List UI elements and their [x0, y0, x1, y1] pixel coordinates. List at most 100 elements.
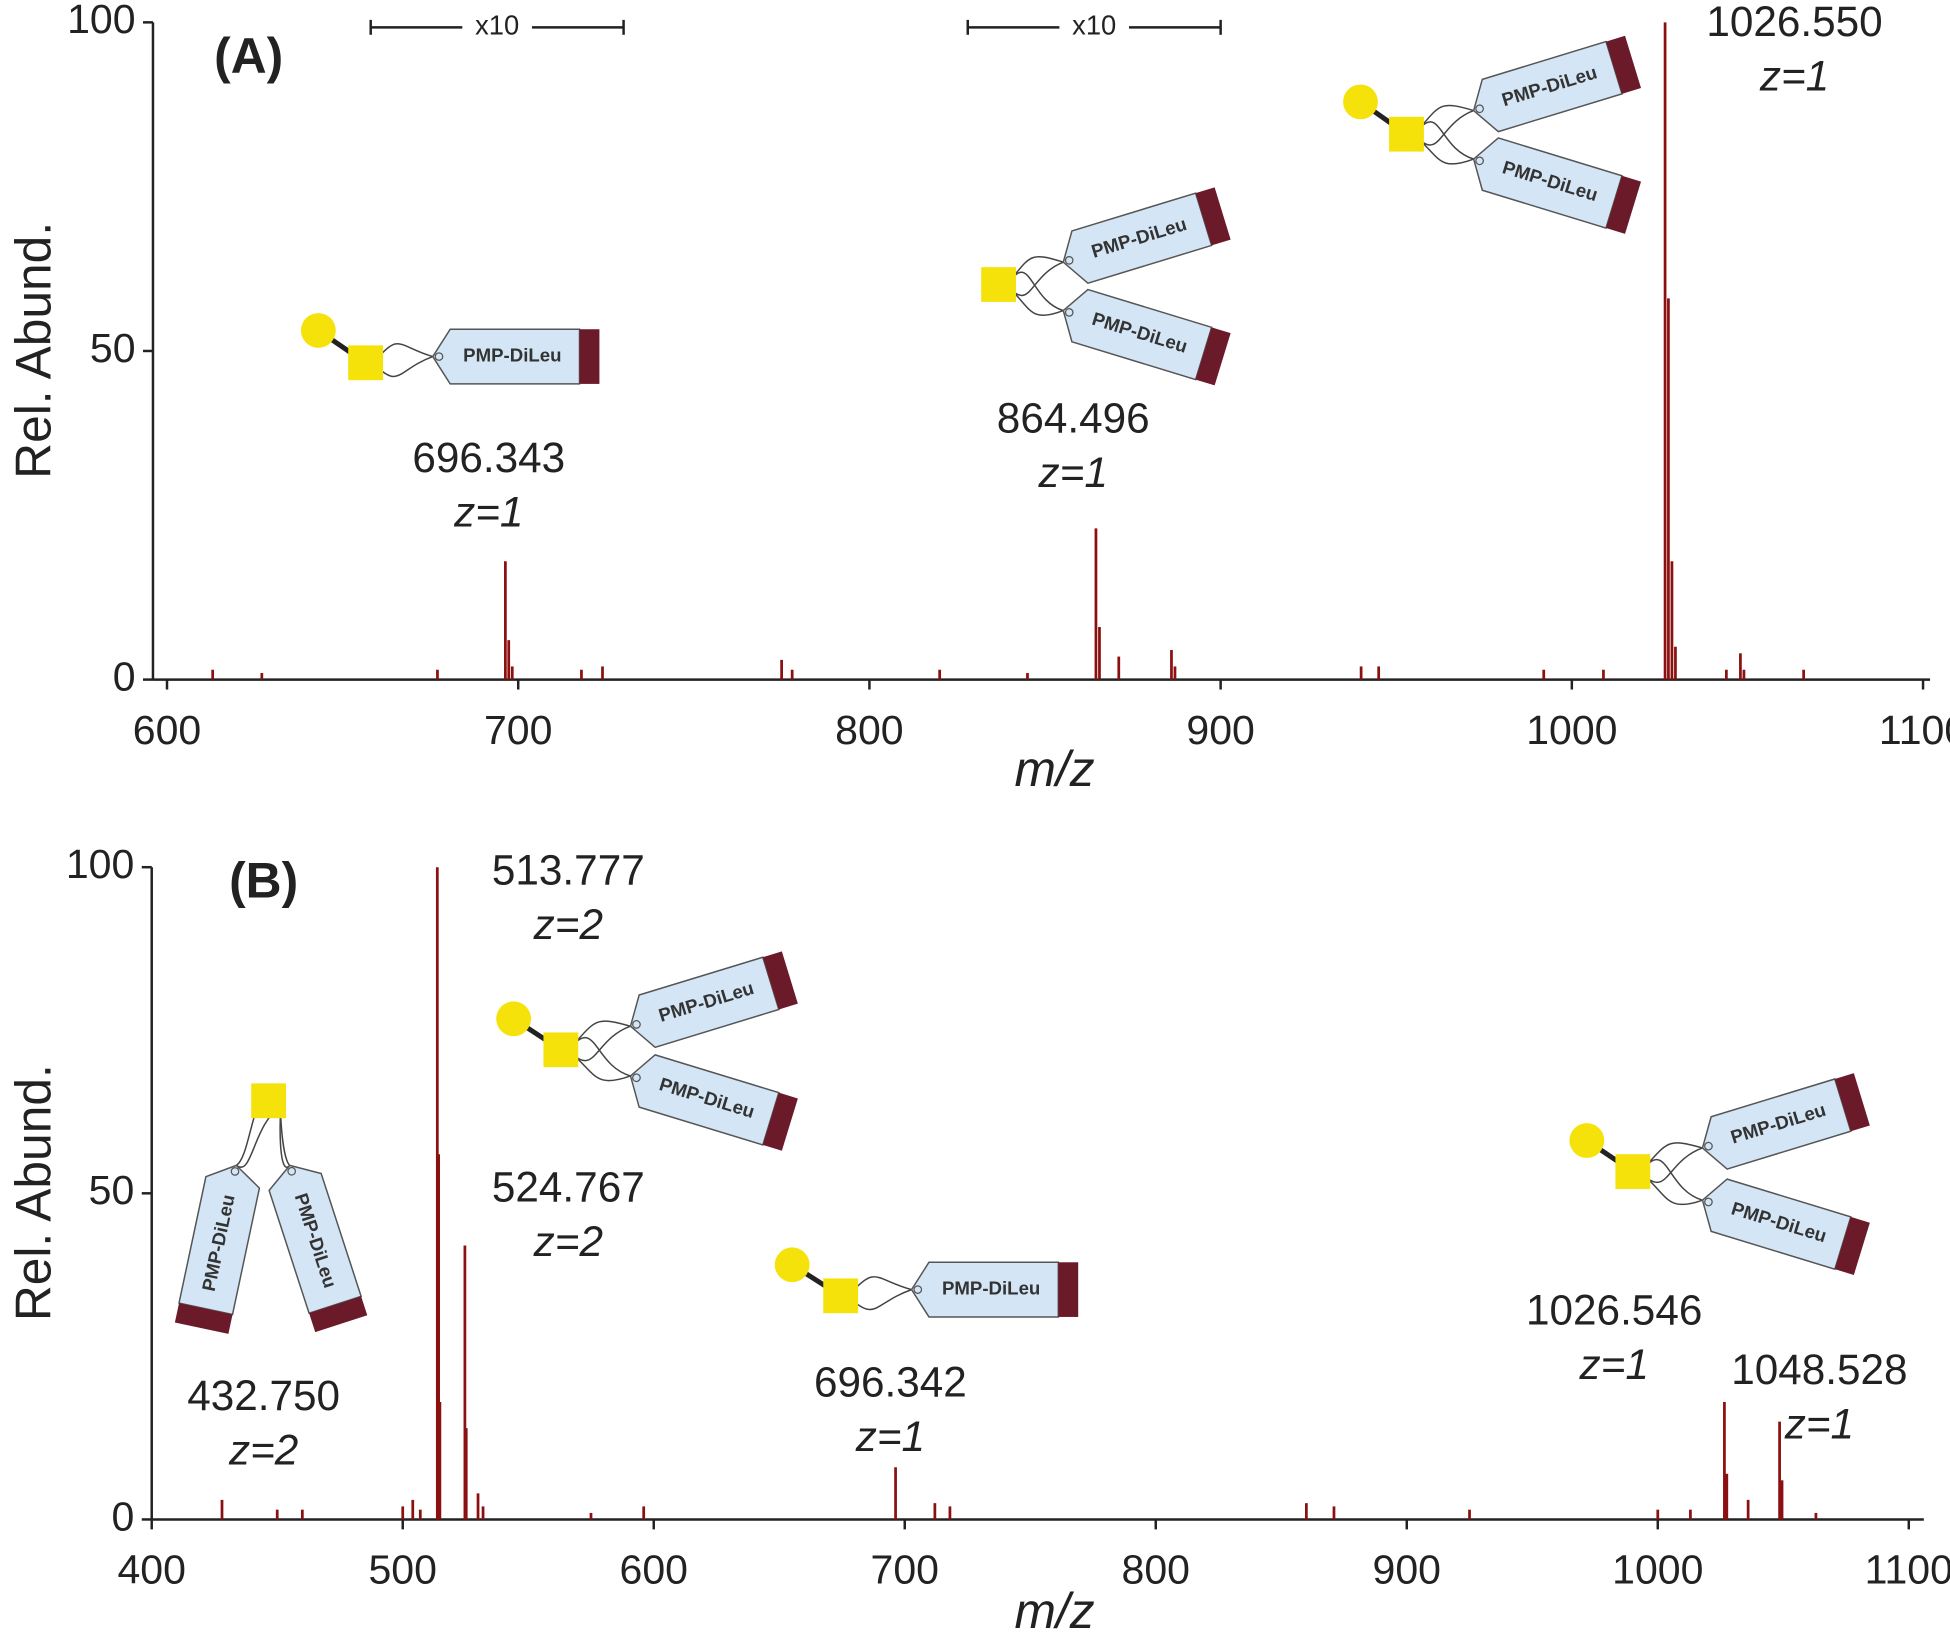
tag-end — [1834, 1216, 1870, 1275]
x-tick-label: 900 — [1373, 1547, 1441, 1593]
peak-label: 513.777 — [492, 847, 645, 894]
x-tick-label: 400 — [117, 1547, 185, 1593]
linker — [572, 1054, 631, 1082]
galactose — [774, 1247, 810, 1283]
tag-end — [1834, 1073, 1870, 1132]
charge-label: z=1 — [453, 489, 523, 536]
tag-end — [1058, 1262, 1079, 1317]
hexnac — [1615, 1154, 1651, 1189]
tag-end — [762, 1092, 798, 1151]
panel-label: (B) — [229, 853, 298, 909]
charge-label: z=2 — [533, 1218, 603, 1265]
peak-label: 696.342 — [814, 1358, 967, 1405]
linker — [1644, 1158, 1703, 1201]
linker — [1418, 104, 1474, 130]
linker — [572, 1020, 631, 1046]
tag-label: PMP-DiLeu — [463, 344, 561, 365]
galactose — [1343, 84, 1378, 120]
y-tick-label: 0 — [113, 653, 136, 699]
x-tick-label: 800 — [1122, 1547, 1190, 1593]
tag-hole — [913, 1285, 923, 1294]
tag-body — [629, 1054, 780, 1146]
x-axis-label: m/z — [1015, 741, 1095, 797]
tag-hole — [230, 1167, 240, 1176]
linker — [1644, 1147, 1703, 1184]
tag-end — [1605, 35, 1642, 94]
x-tick-label: 700 — [484, 707, 552, 753]
y-tick-label: 100 — [66, 841, 134, 887]
x-tick-label: 600 — [620, 1547, 688, 1593]
x-tick-label: 700 — [871, 1547, 939, 1593]
peak-label: 1026.546 — [1526, 1286, 1702, 1333]
tag-hole — [1064, 308, 1074, 317]
linker — [377, 355, 434, 378]
x-axis-label: m/z — [1015, 1583, 1095, 1639]
peak-label: 1048.528 — [1731, 1346, 1907, 1393]
tag-body — [1062, 288, 1213, 381]
tag-end — [1605, 175, 1642, 234]
tag-end — [309, 1296, 368, 1333]
charge-label: z=1 — [1038, 449, 1108, 496]
linker — [1010, 261, 1064, 297]
linker — [1010, 255, 1064, 281]
hexnac — [251, 1083, 287, 1119]
peak-label: 1026.550 — [1706, 0, 1882, 45]
peak-label: 864.496 — [997, 394, 1150, 441]
x-tick-label: 600 — [133, 707, 201, 753]
y-tick-label: 50 — [89, 1167, 135, 1213]
hexnac — [1389, 116, 1424, 152]
panel-label: (A) — [214, 28, 283, 84]
tag-hole — [1704, 1141, 1713, 1151]
hexnac — [348, 345, 384, 381]
x-tick-label: 1100 — [1865, 1547, 1950, 1593]
linker — [1010, 271, 1064, 312]
tag-hole — [287, 1166, 297, 1176]
tag-end — [1195, 187, 1231, 246]
linker — [572, 1025, 631, 1062]
tag-hole — [1475, 156, 1484, 166]
linker — [1010, 288, 1064, 316]
hexnac — [981, 267, 1017, 302]
tag-hole — [1475, 104, 1484, 114]
linker — [1418, 121, 1474, 160]
tag: PMP-DiLeu — [1062, 288, 1231, 386]
tag-label: PMP-DiLeu — [942, 1278, 1040, 1299]
galactose — [1569, 1123, 1605, 1158]
peak-label: 432.750 — [187, 1372, 340, 1419]
linker — [572, 1036, 631, 1077]
tag-body — [431, 328, 581, 385]
linker — [377, 343, 433, 359]
tag: PMP-DiLeu — [629, 951, 798, 1049]
tag-hole — [1704, 1197, 1713, 1207]
charge-label: z=1 — [1784, 1401, 1854, 1448]
x-tick-label: 500 — [369, 1547, 437, 1593]
charge-label: z=2 — [228, 1427, 298, 1474]
peak-label: 524.767 — [492, 1163, 645, 1210]
tag: PMP-DiLeu — [1472, 137, 1642, 234]
zoom-label: x10 — [475, 10, 519, 41]
x-tick-label: 1000 — [1612, 1547, 1703, 1593]
y-axis-label: Rel. Abund. — [5, 1064, 61, 1321]
y-axis-label: Rel. Abund. — [5, 222, 61, 479]
charge-label: z=2 — [533, 901, 603, 948]
tag-end — [1195, 327, 1231, 386]
y-tick-label: 0 — [111, 1493, 134, 1539]
linker — [1418, 138, 1474, 165]
hexnac — [823, 1278, 859, 1314]
tag-end — [579, 329, 600, 384]
tag-body — [1062, 192, 1213, 285]
linker — [1644, 1175, 1703, 1206]
hexnac — [543, 1032, 579, 1068]
charge-label: z=1 — [1579, 1341, 1649, 1388]
y-tick-label: 100 — [67, 0, 135, 42]
x-tick-label: 1100 — [1879, 707, 1950, 753]
x-tick-label: 1000 — [1526, 707, 1617, 753]
tag-body — [629, 956, 780, 1049]
tag: PMP-DiLeu — [431, 328, 600, 385]
zoom-label: x10 — [1072, 10, 1116, 41]
tag: PMP-DiLeu — [910, 1261, 1079, 1318]
tag: PMP-DiLeu — [268, 1164, 368, 1333]
tag-hole — [1064, 255, 1074, 265]
